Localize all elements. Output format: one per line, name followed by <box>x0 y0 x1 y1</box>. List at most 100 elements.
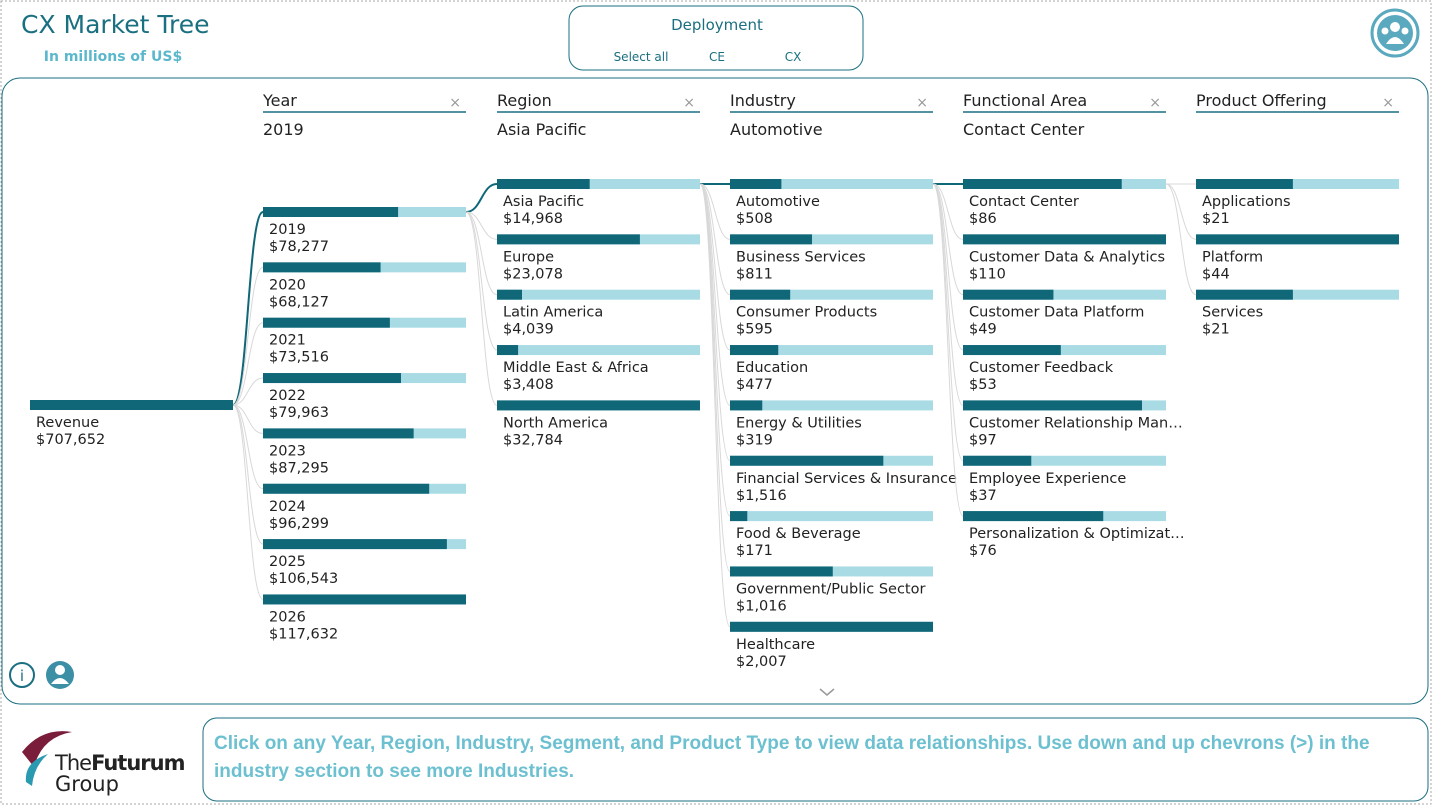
node-label[interactable]: Europe <box>503 249 554 265</box>
bar[interactable] <box>263 594 466 605</box>
node-label[interactable]: 2021 <box>269 333 306 349</box>
remove-level[interactable]: × <box>1382 95 1394 111</box>
node-label[interactable]: 2019 <box>269 222 306 238</box>
node-value[interactable]: $171 <box>736 543 773 559</box>
remove-level[interactable]: × <box>683 95 695 111</box>
remove-level[interactable]: × <box>916 95 928 111</box>
node-value[interactable]: $811 <box>736 266 773 282</box>
node-label[interactable]: Contact Center <box>969 194 1079 210</box>
node-label[interactable]: Applications <box>1202 194 1291 210</box>
bar[interactable] <box>497 400 700 411</box>
bar[interactable] <box>730 179 782 189</box>
bar[interactable] <box>263 428 414 439</box>
slicer-option[interactable]: CE <box>709 50 725 64</box>
node-label[interactable]: 2020 <box>269 277 306 293</box>
node-value[interactable]: $21 <box>1202 211 1230 227</box>
bar[interactable] <box>263 373 401 384</box>
node-value[interactable]: $44 <box>1202 266 1230 282</box>
node-label[interactable]: 2023 <box>269 443 306 459</box>
bar[interactable] <box>730 289 791 300</box>
bar[interactable] <box>1196 234 1399 245</box>
bar[interactable] <box>730 511 748 522</box>
node-value[interactable]: $87,295 <box>269 460 329 476</box>
node-value[interactable]: $4,039 <box>503 322 554 338</box>
bar[interactable] <box>963 511 1104 522</box>
remove-level[interactable]: × <box>449 95 461 111</box>
node-label[interactable]: 2022 <box>269 388 306 404</box>
node-value[interactable]: $110 <box>969 266 1006 282</box>
node-label[interactable]: Energy & Utilities <box>736 415 862 431</box>
bar[interactable] <box>497 345 519 356</box>
node-label[interactable]: 2026 <box>269 609 306 625</box>
people-icon[interactable] <box>1370 8 1420 58</box>
node-value[interactable]: $117,632 <box>269 626 338 642</box>
node-value[interactable]: $595 <box>736 322 773 338</box>
bar[interactable] <box>963 455 1032 466</box>
bar[interactable] <box>497 234 640 245</box>
bar[interactable] <box>730 566 833 577</box>
node-label[interactable]: Middle East & Africa <box>503 360 649 376</box>
bar[interactable] <box>963 179 1122 189</box>
node-label[interactable]: Business Services <box>736 249 866 265</box>
node-label[interactable]: 2025 <box>269 554 306 570</box>
user-icon[interactable] <box>46 661 74 689</box>
node-value[interactable]: $23,078 <box>503 266 563 282</box>
remove-level[interactable]: × <box>1149 95 1161 111</box>
bar[interactable] <box>263 262 381 273</box>
node-label[interactable]: Healthcare <box>736 637 815 653</box>
node-label[interactable]: North America <box>503 415 608 431</box>
node-label[interactable]: Customer Data & Analytics <box>969 249 1165 265</box>
node-value[interactable]: $2,007 <box>736 654 787 670</box>
node-value[interactable]: $49 <box>969 322 997 338</box>
node-value[interactable]: $78,277 <box>269 239 329 255</box>
bar[interactable] <box>497 179 590 189</box>
node-label[interactable]: Asia Pacific <box>503 194 584 210</box>
node-value[interactable]: $508 <box>736 211 773 227</box>
node-value[interactable]: $68,127 <box>269 294 329 310</box>
bar[interactable] <box>730 621 933 632</box>
bar[interactable] <box>730 400 763 411</box>
bar[interactable] <box>497 289 523 300</box>
node-label[interactable]: Services <box>1202 305 1263 321</box>
node-label[interactable]: Platform <box>1202 249 1263 265</box>
node-value[interactable]: $76 <box>969 543 997 559</box>
node-value[interactable]: $14,968 <box>503 211 563 227</box>
node-value[interactable]: $477 <box>736 377 773 393</box>
bar[interactable] <box>730 234 813 245</box>
node-value[interactable]: $1,516 <box>736 488 787 504</box>
node-value[interactable]: $3,408 <box>503 377 554 393</box>
slicer-option[interactable]: CX <box>785 50 802 64</box>
info-icon[interactable]: i <box>9 662 35 688</box>
bar[interactable] <box>963 234 1166 245</box>
bar[interactable] <box>963 400 1143 411</box>
bar[interactable] <box>1196 179 1293 189</box>
node-label[interactable]: Education <box>736 360 808 376</box>
node-label[interactable]: Financial Services & Insurance <box>736 471 957 487</box>
bar[interactable] <box>963 345 1061 356</box>
chevron-down[interactable] <box>819 688 835 696</box>
bar[interactable] <box>263 317 390 328</box>
node-value[interactable]: $79,963 <box>269 405 329 421</box>
node-value[interactable]: $96,299 <box>269 516 329 532</box>
node-label[interactable]: Latin America <box>503 305 603 321</box>
bar[interactable] <box>263 207 399 217</box>
node-value[interactable]: $106,543 <box>269 571 338 587</box>
node-value[interactable]: $707,652 <box>36 432 105 448</box>
bar[interactable] <box>1196 289 1293 300</box>
node-value[interactable]: $86 <box>969 211 997 227</box>
node-label[interactable]: Consumer Products <box>736 305 877 321</box>
bar[interactable] <box>263 539 447 550</box>
node-label[interactable]: Revenue <box>36 415 99 431</box>
node-value[interactable]: $319 <box>736 432 773 448</box>
node-value[interactable]: $53 <box>969 377 997 393</box>
bar[interactable] <box>263 483 430 494</box>
node-label[interactable]: Customer Relationship Man… <box>969 415 1183 431</box>
node-value[interactable]: $32,784 <box>503 432 563 448</box>
node-label[interactable]: Customer Data Platform <box>969 305 1144 321</box>
node-value[interactable]: $73,516 <box>269 350 329 366</box>
node-label[interactable]: Automotive <box>736 194 820 210</box>
node-label[interactable]: Customer Feedback <box>969 360 1114 376</box>
node-label[interactable]: Government/Public Sector <box>736 581 925 597</box>
bar[interactable] <box>730 455 884 466</box>
node-label[interactable]: Personalization & Optimizat… <box>969 526 1185 542</box>
